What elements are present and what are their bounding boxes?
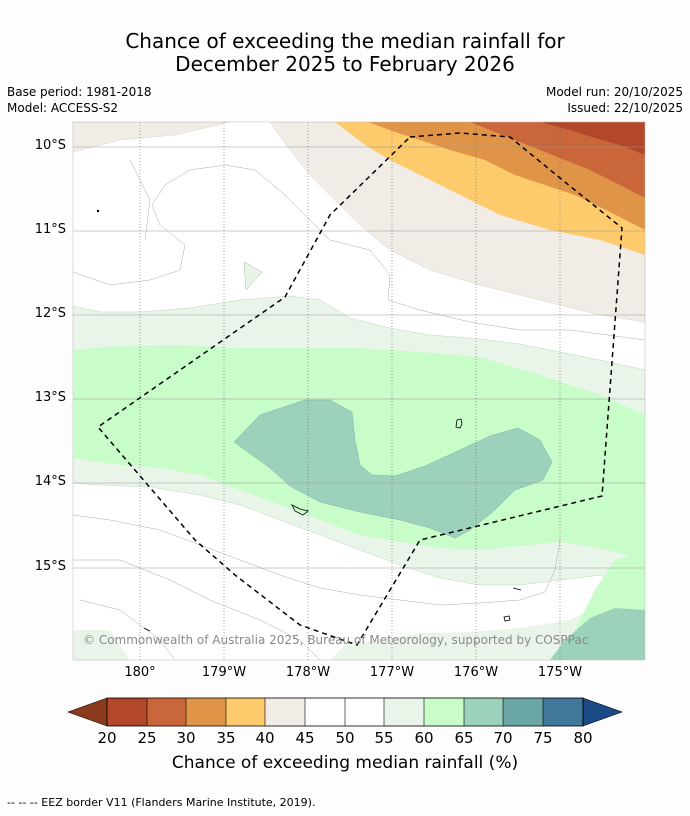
rainfall-map <box>72 121 646 661</box>
colorbar-bin-55-60 <box>384 698 424 726</box>
title-line-1: Chance of exceeding the median rainfall … <box>125 29 565 53</box>
zone-25-30 <box>470 122 645 198</box>
lon-label-176w: 176°W <box>453 665 499 680</box>
zone-40-45-topleft <box>73 122 231 153</box>
lat-label-14s: 14°S <box>34 474 66 489</box>
colorbar-bin-60-65 <box>424 698 464 726</box>
colorbar-tick-50: 50 <box>335 729 355 747</box>
lat-label-15s: 15°S <box>34 559 66 574</box>
zone-55-60-bottomleft <box>73 630 130 660</box>
lat-gridlines <box>73 146 645 569</box>
contour-line <box>79 599 176 660</box>
zone-65-70-blob <box>233 399 553 539</box>
island <box>143 627 151 632</box>
island <box>96 209 100 213</box>
map-frame <box>72 121 646 661</box>
colorbar-tick-20: 20 <box>97 729 117 747</box>
contour-line <box>129 159 151 241</box>
contour-line <box>73 164 645 341</box>
colorbar-tick-80: 80 <box>573 729 593 747</box>
lat-label-13s: 13°S <box>34 390 66 405</box>
colorbar-bin-20-25 <box>107 698 147 726</box>
colorbar-tick-30: 30 <box>176 729 196 747</box>
colorbar-tick-40: 40 <box>255 729 275 747</box>
colorbar-bin-30-35 <box>186 698 226 726</box>
colorbar-bin-40-45 <box>265 698 305 726</box>
colorbar-dividers <box>146 698 544 726</box>
zone-20-25 <box>540 122 645 155</box>
colorbar-bin-25-30 <box>147 698 186 726</box>
lon-label-178w: 178°W <box>285 665 331 680</box>
contour-line <box>73 559 321 660</box>
island <box>503 615 511 622</box>
base-period: Base period: 1981-2018 <box>7 85 152 99</box>
model-name: Model: ACCESS-S2 <box>7 101 119 115</box>
map-title: Chance of exceeding the median rainfall … <box>0 30 690 76</box>
colorbar-extend-high <box>582 697 623 727</box>
colorbar-tick-45: 45 <box>295 729 315 747</box>
lon-label-179w: 179°W <box>201 665 247 680</box>
colorbar-tick-65: 65 <box>454 729 474 747</box>
title-line-2: December 2025 to February 2026 <box>175 52 515 76</box>
meta-right: Model run: 20/10/2025 Issued: 22/10/2025 <box>546 84 683 116</box>
copyright-notice: © Commonwealth of Australia 2025, Bureau… <box>83 633 589 647</box>
colorbar-bin-50-55 <box>345 698 384 726</box>
colorbar-extend-low <box>67 697 108 727</box>
issued-date: Issued: 22/10/2025 <box>567 101 683 115</box>
islands <box>96 209 522 632</box>
colorbar-bin-35-40 <box>226 698 265 726</box>
colorbar-tick-55: 55 <box>374 729 394 747</box>
colorbar-tick-60: 60 <box>414 729 434 747</box>
lat-label-12s: 12°S <box>34 306 66 321</box>
lat-label-11s: 11°S <box>34 222 66 237</box>
colorbar-tick-35: 35 <box>216 729 236 747</box>
eez-footnote: -- -- -- EEZ border V11 (Flanders Marine… <box>7 796 316 809</box>
island <box>291 504 309 516</box>
lon-label-175w: 175°W <box>537 665 583 680</box>
colorbar-label: Chance of exceeding median rainfall (%) <box>171 753 519 773</box>
colorbar-tick-25: 25 <box>137 729 157 747</box>
colorbar-outline <box>106 697 584 727</box>
colorbar-bin-65-70 <box>464 698 503 726</box>
lon-label-177w: 177°W <box>369 665 415 680</box>
colorbar-bin-45-50 <box>305 698 345 726</box>
contour-line <box>73 514 561 606</box>
colorbar-bin-75-80 <box>543 698 583 726</box>
lon-label-180: 180° <box>124 665 156 680</box>
colorbar-tick-70: 70 <box>493 729 513 747</box>
colorbar-bin-70-75 <box>503 698 543 726</box>
lat-label-10s: 10°S <box>34 138 66 153</box>
meta-left: Base period: 1981-2018 Model: ACCESS-S2 <box>7 84 152 116</box>
zone-55-60-patch <box>243 261 263 291</box>
model-run: Model run: 20/10/2025 <box>545 85 683 99</box>
island <box>455 418 463 429</box>
colorbar-tick-75: 75 <box>533 729 553 747</box>
zone-65-70-bottomright <box>550 608 645 660</box>
eez-border <box>96 132 623 646</box>
island <box>512 587 522 591</box>
